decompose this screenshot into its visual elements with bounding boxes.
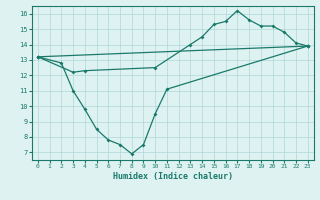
X-axis label: Humidex (Indice chaleur): Humidex (Indice chaleur) bbox=[113, 172, 233, 181]
